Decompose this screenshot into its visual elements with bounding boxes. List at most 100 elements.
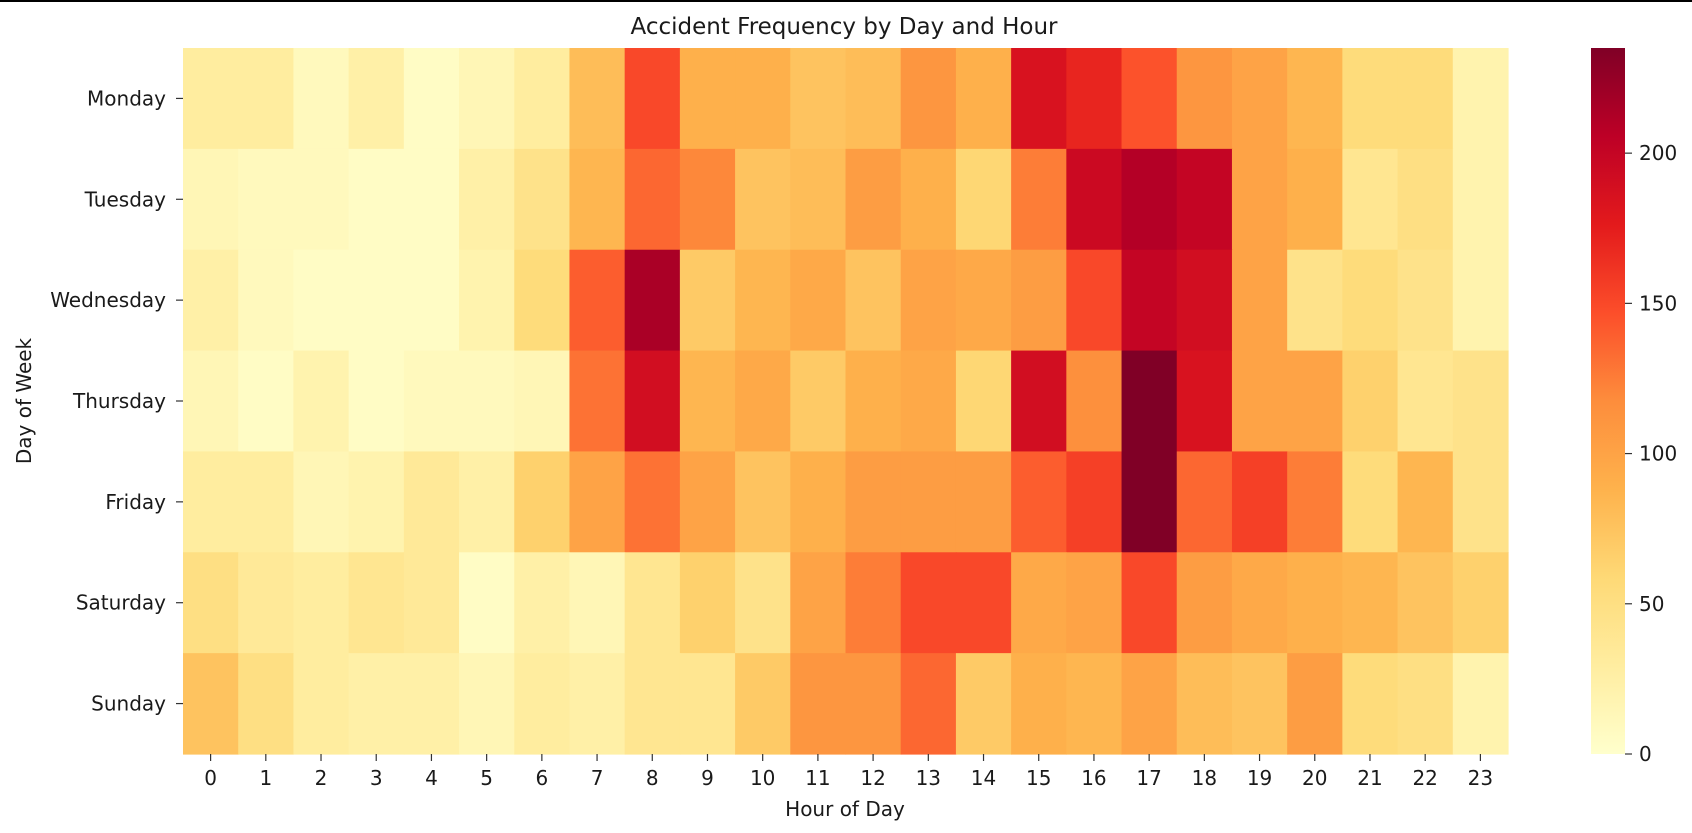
heatmap-cell	[1287, 451, 1343, 553]
heatmap-cell	[1452, 653, 1509, 755]
heatmap-cell	[183, 552, 239, 654]
heatmap-cell	[845, 552, 902, 654]
y-tick-label: Monday	[87, 86, 166, 110]
heatmap-cell	[1066, 451, 1123, 553]
x-tick-label: 14	[971, 766, 996, 790]
heatmap-cell	[1121, 148, 1178, 251]
heatmap-cell	[1342, 451, 1399, 553]
heatmap-cell	[1121, 653, 1178, 755]
heatmap-cell	[183, 148, 239, 251]
heatmap-cell	[403, 653, 460, 755]
x-tick-label: 23	[1468, 766, 1493, 790]
heatmap-cell	[1121, 249, 1178, 352]
y-tick-label: Wednesday	[50, 288, 166, 312]
heatmap-cell	[1066, 249, 1123, 352]
heatmap-cell	[1397, 653, 1454, 755]
heatmap-cell	[348, 48, 405, 150]
heatmap-cell	[679, 249, 736, 352]
heatmap-cell	[238, 249, 295, 352]
heatmap-cell	[790, 451, 847, 553]
heatmap-cell	[1397, 249, 1454, 352]
heatmap-cell	[679, 653, 736, 755]
heatmap-cell	[1342, 350, 1399, 453]
heatmap-cell	[293, 48, 350, 150]
heatmap-cell	[459, 451, 515, 553]
y-axis-ticks: Monday Tuesday Wednesday Thursday Friday Satu…	[50, 86, 183, 716]
heatmap-cell	[1342, 552, 1399, 654]
x-tick-label: 19	[1247, 766, 1272, 790]
heatmap-cell	[293, 350, 350, 453]
heatmap-cell	[624, 249, 681, 352]
heatmap-cell	[1287, 249, 1343, 352]
heatmap-cell	[348, 451, 405, 553]
heatmap-cell	[1121, 451, 1178, 553]
heatmap-cell	[1176, 653, 1233, 755]
heatmap-cell	[569, 552, 626, 654]
heatmap-cell	[569, 653, 626, 755]
heatmap-cell	[1011, 451, 1067, 553]
chart-title: Accident Frequency by Day and Hour	[630, 14, 1058, 40]
heatmap-cell	[514, 451, 571, 553]
heatmap-cell	[183, 350, 239, 453]
y-tick-label: Saturday	[76, 591, 166, 615]
heatmap-cell	[900, 552, 957, 654]
heatmap-cell	[1231, 451, 1288, 553]
heatmap-cell	[348, 350, 405, 453]
top-border	[0, 0, 1692, 2]
heatmap-cell	[1287, 350, 1343, 453]
x-tick-label: 9	[701, 766, 714, 790]
x-tick-label: 20	[1302, 766, 1327, 790]
heatmap-cell	[183, 249, 239, 352]
heatmap-cell	[624, 552, 681, 654]
colorbar-ticks: 0 50 100 150 200	[1625, 141, 1677, 766]
x-tick-label: 22	[1412, 766, 1437, 790]
heatmap-cell	[955, 552, 1012, 654]
heatmap-cell	[1066, 148, 1123, 251]
heatmap-cell	[900, 350, 957, 453]
heatmap-cell	[459, 148, 515, 251]
heatmap-cell	[790, 249, 847, 352]
heatmap-cell	[955, 350, 1012, 453]
heatmap-cell	[955, 653, 1012, 755]
heatmap-cell	[459, 249, 515, 352]
heatmap-cell	[1287, 552, 1343, 654]
heatmap-cell	[238, 552, 295, 654]
heatmap-cell	[1342, 148, 1399, 251]
heatmap-cell	[293, 148, 350, 251]
heatmap-cell	[679, 48, 736, 150]
heatmap-cell	[1231, 148, 1288, 251]
heatmap-cell	[845, 249, 902, 352]
heatmap-cell	[348, 148, 405, 251]
heatmap-cell	[514, 350, 571, 453]
heatmap-cell	[459, 350, 515, 453]
x-tick-label: 3	[370, 766, 383, 790]
heatmap-cell	[790, 48, 847, 150]
heatmap-cell	[845, 653, 902, 755]
heatmap-cell	[514, 552, 571, 654]
heatmap-cell	[735, 451, 791, 553]
x-axis-label: Hour of Day	[785, 797, 905, 821]
heatmap-cell	[900, 249, 957, 352]
x-tick-label: 18	[1192, 766, 1217, 790]
heatmap-cell	[735, 552, 791, 654]
heatmap-cell	[1287, 653, 1343, 755]
x-tick-label: 15	[1026, 766, 1051, 790]
heatmap-cell	[1342, 653, 1399, 755]
heatmap-cell	[1287, 148, 1343, 251]
colorbar	[1591, 48, 1625, 754]
heatmap-cell	[845, 148, 902, 251]
colorbar-tick-label: 50	[1639, 592, 1664, 616]
heatmap-cell	[293, 552, 350, 654]
heatmap-cell	[735, 48, 791, 150]
heatmap-cell	[1397, 552, 1454, 654]
heatmap-cell	[514, 48, 571, 150]
heatmap-cell	[348, 249, 405, 352]
heatmap-cell	[845, 48, 902, 150]
heatmap-cell	[403, 451, 460, 553]
heatmap-cell	[1231, 249, 1288, 352]
heatmap-cell	[348, 552, 405, 654]
y-tick-label: Tuesday	[84, 187, 167, 211]
x-tick-label: 11	[805, 766, 830, 790]
heatmap-cell	[293, 653, 350, 755]
x-tick-label: 7	[591, 766, 604, 790]
